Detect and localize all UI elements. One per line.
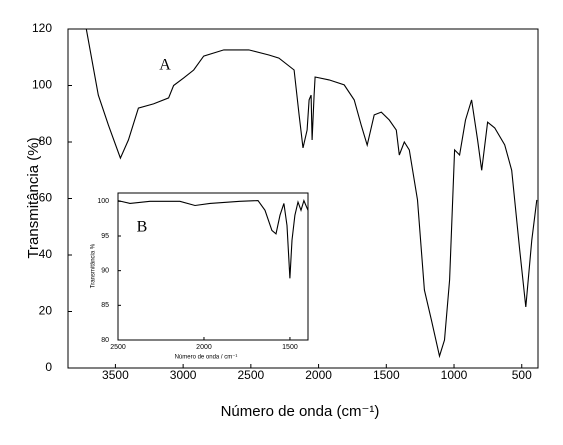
panel-label: B xyxy=(137,219,148,236)
y-tick-label: 20 xyxy=(39,304,53,318)
y-axis-label: Transmitância (%) xyxy=(25,137,42,258)
x-tick-label: 2000 xyxy=(196,344,212,351)
plot-frame xyxy=(117,192,309,341)
x-tick-label: 3500 xyxy=(102,368,129,382)
x-tick-label: 500 xyxy=(512,368,532,382)
x-tick-label: 1000 xyxy=(441,368,468,382)
y-tick-label: 85 xyxy=(101,302,109,309)
spectrum-line xyxy=(85,28,538,359)
x-tick-label: 1500 xyxy=(282,344,298,351)
y-tick-label: 0 xyxy=(45,360,52,374)
x-tick-label: 3000 xyxy=(170,368,197,382)
y-tick-label: 120 xyxy=(32,21,52,35)
y-tick-label: 80 xyxy=(101,337,109,344)
spectrum-line xyxy=(117,198,309,279)
y-tick-label: 100 xyxy=(97,198,109,205)
panel-label: A xyxy=(159,57,171,74)
x-tick-label: 2500 xyxy=(238,368,265,382)
y-axis-label: Transmitância % xyxy=(91,243,97,288)
y-tick-label: 80 xyxy=(39,134,53,148)
x-tick-label: 1500 xyxy=(373,368,400,382)
y-tick-label: 95 xyxy=(101,233,109,240)
x-tick-label: 2000 xyxy=(305,368,332,382)
y-tick-label: 90 xyxy=(101,268,109,275)
y-tick-label: 60 xyxy=(39,191,53,205)
x-axis-label: Número de onda (cm⁻¹) xyxy=(221,403,380,420)
x-axis-label: Número de onda / cm⁻¹ xyxy=(175,355,238,361)
y-tick-label: 40 xyxy=(39,247,53,261)
x-tick-label: 2500 xyxy=(110,344,126,351)
y-tick-label: 100 xyxy=(32,78,52,92)
